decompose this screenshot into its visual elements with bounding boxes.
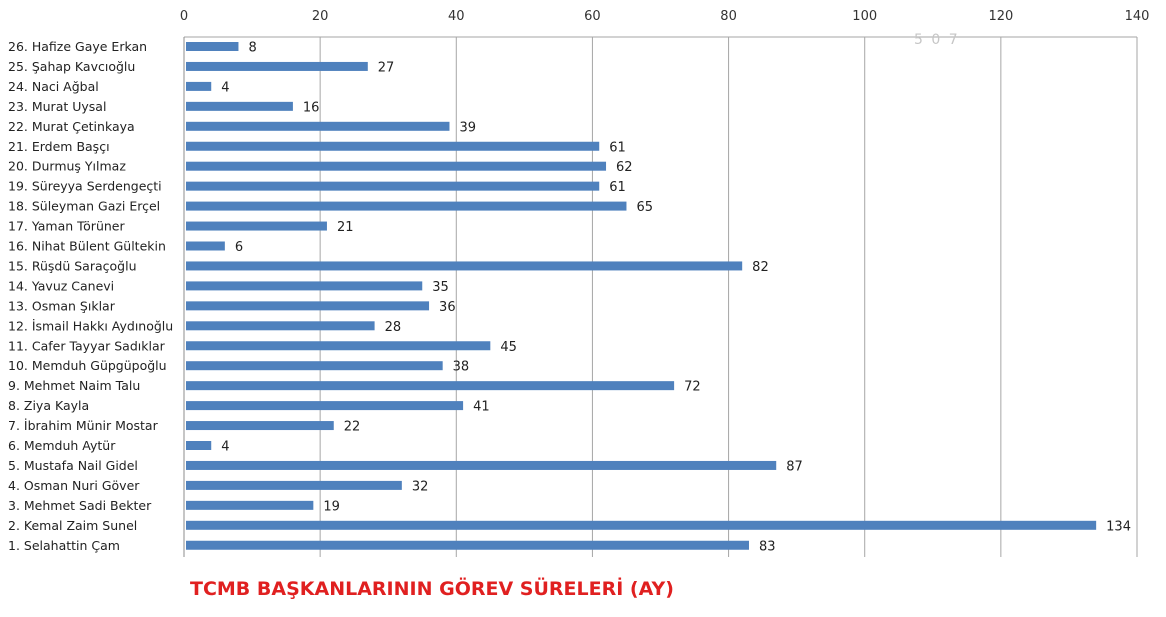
bar [186, 161, 607, 171]
bar [186, 421, 334, 431]
category-label: 22. Murat Çetinkaya [8, 119, 135, 134]
category-label: 4. Osman Nuri Göver [8, 478, 140, 493]
data-label: 35 [432, 280, 449, 295]
bar [186, 42, 239, 51]
bar [186, 341, 491, 351]
x-tick-label: 140 [1125, 9, 1150, 24]
category-label: 24. Naci Ağbal [8, 79, 99, 94]
bar [186, 121, 450, 131]
data-label: 21 [337, 220, 354, 235]
bar [186, 221, 327, 231]
bar [186, 101, 293, 111]
x-axis-ticks: 0 20 40 60 80 100 120 140 [180, 9, 1150, 24]
category-label: 20. Durmuş Yılmaz [8, 159, 126, 174]
category-label: 10. Memduh Güpgüpoğlu [8, 358, 167, 373]
bar [186, 61, 368, 71]
category-label: 3. Mehmet Sadi Bekter [8, 498, 152, 513]
category-label: 25. Şahap Kavcıoğlu [8, 59, 135, 74]
bar [186, 201, 627, 211]
category-label: 5. Mustafa Nail Gidel [8, 458, 138, 473]
category-label: 8. Ziya Kayla [8, 398, 89, 413]
data-label: 4 [221, 440, 229, 455]
bar [186, 241, 225, 251]
value-labels: 8 27 4 16 39 61 62 61 65 21 6 82 35 36 28 45 38 72 41 22 4 87… [221, 41, 1131, 555]
data-label: 72 [684, 380, 701, 395]
data-label: 39 [459, 120, 476, 135]
bar [186, 401, 464, 411]
data-label: 32 [412, 479, 429, 494]
data-label: 41 [473, 400, 490, 415]
data-label: 61 [609, 140, 626, 155]
x-tick-label: 100 [852, 9, 877, 24]
x-tick-label: 120 [988, 9, 1013, 24]
category-label: 26. Hafize Gaye Erkan [8, 39, 147, 54]
data-label: 45 [500, 340, 517, 355]
watermark-text: 5 0 7 [914, 32, 960, 48]
bar [186, 321, 375, 331]
bar [186, 460, 777, 470]
data-label: 65 [636, 200, 653, 215]
bar [186, 361, 443, 371]
data-label: 27 [378, 60, 395, 75]
bar [186, 181, 600, 191]
bars [186, 42, 1097, 550]
data-label: 8 [248, 41, 256, 56]
category-label: 2. Kemal Zaim Sunel [8, 518, 137, 533]
data-label: 22 [344, 420, 361, 435]
x-tick-label: 20 [312, 9, 329, 24]
x-tick-label: 60 [584, 9, 601, 24]
data-label: 38 [453, 360, 470, 375]
category-label: 16. Nihat Bülent Gültekin [8, 239, 166, 254]
data-label: 28 [385, 320, 402, 335]
data-label: 16 [303, 100, 320, 115]
gridlines [183, 36, 1138, 557]
data-label: 61 [609, 180, 626, 195]
bar [186, 441, 212, 450]
x-tick-label: 80 [720, 9, 737, 24]
category-label: 11. Cafer Tayyar Sadıklar [8, 338, 166, 353]
category-label: 6. Memduh Aytür [8, 438, 116, 453]
chart-title: TCMB BAŞKANLARININ GÖREV SÜRELERİ (AY) [190, 578, 674, 600]
category-label: 23. Murat Uysal [8, 99, 106, 114]
bar [186, 500, 314, 510]
category-labels: 26. Hafize Gaye Erkan 25. Şahap Kavcıoğlu… [8, 39, 173, 553]
data-label: 82 [752, 260, 769, 275]
category-label: 7. İbrahim Münir Mostar [8, 418, 159, 433]
bar [186, 141, 600, 151]
data-label: 134 [1106, 519, 1131, 534]
data-label: 62 [616, 160, 633, 175]
category-label: 15. Rüşdü Saraçoğlu [8, 258, 137, 273]
bar [186, 540, 749, 550]
data-label: 4 [221, 80, 229, 95]
data-label: 19 [323, 499, 340, 514]
bar [186, 281, 423, 291]
x-tick-label: 40 [448, 9, 465, 24]
data-label: 83 [759, 539, 776, 554]
category-label: 17. Yaman Törüner [8, 219, 125, 234]
data-label: 6 [235, 240, 243, 255]
x-tick-label: 0 [180, 9, 188, 24]
category-label: 1. Selahattin Çam [8, 538, 120, 553]
bar [186, 520, 1097, 530]
category-label: 19. Süreyya Serdengeçti [8, 179, 162, 194]
category-label: 14. Yavuz Canevi [8, 278, 114, 293]
bar [186, 381, 675, 391]
bar [186, 480, 402, 490]
category-label: 9. Mehmet Naim Talu [8, 378, 140, 393]
category-label: 18. Süleyman Gazi Erçel [8, 199, 160, 214]
category-label: 21. Erdem Başçı [8, 139, 110, 154]
bar [186, 301, 430, 311]
category-label: 12. İsmail Hakkı Aydınoğlu [8, 318, 173, 333]
category-label: 13. Osman Şıklar [8, 298, 116, 313]
bar [186, 261, 743, 271]
data-label: 36 [439, 300, 456, 315]
data-label: 87 [786, 459, 803, 474]
bar [186, 81, 212, 91]
